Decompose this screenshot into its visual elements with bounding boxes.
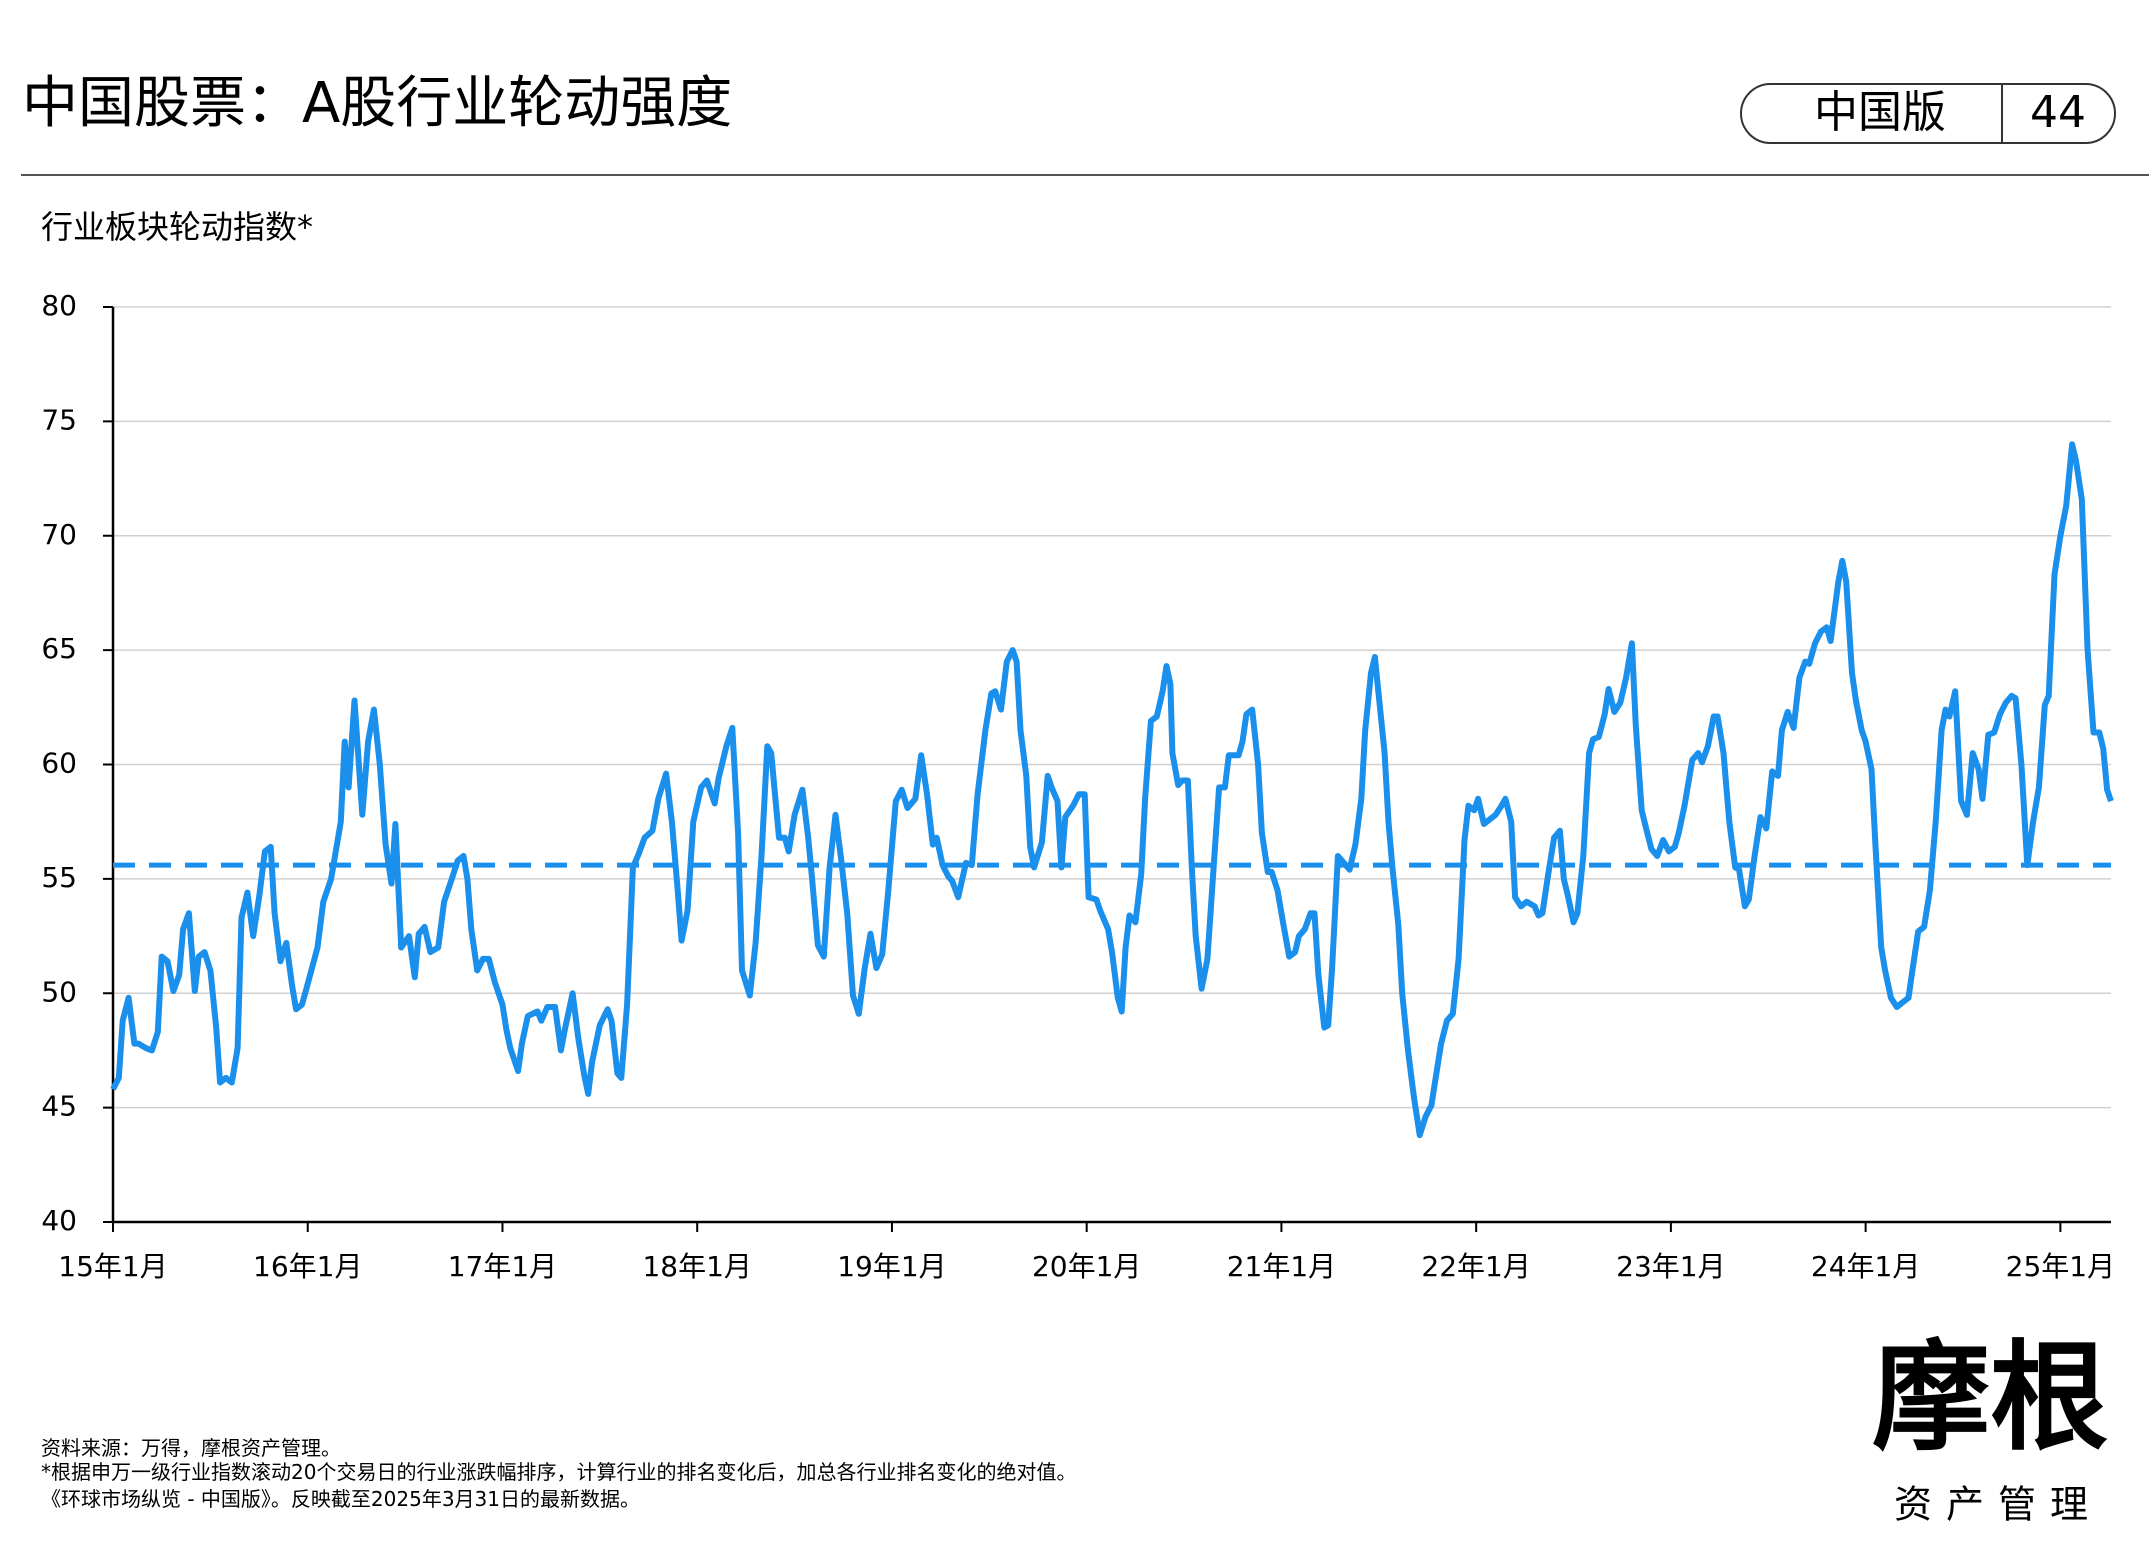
page-number: 44 [2030, 87, 2086, 138]
x-tick-label: 16年1月 [253, 1250, 362, 1283]
x-tick-label: 24年1月 [1811, 1250, 1920, 1283]
footnote: *根据申万一级行业指数滚动20个交易日的行业涨跌幅排序，计算行业的排名变化后，加… [41, 1460, 1076, 1484]
badge [1740, 83, 2116, 144]
page-title: 中国股票：A股行业轮动强度 [22, 71, 732, 136]
x-tick-label: 21年1月 [1227, 1250, 1336, 1283]
logo-sub: 资产管理 [1894, 1483, 2102, 1527]
x-tick-label: 15年1月 [58, 1250, 167, 1283]
x-tick-label: 18年1月 [642, 1250, 751, 1283]
x-tick-label: 22年1月 [1421, 1250, 1530, 1283]
x-tick-label: 25年1月 [2006, 1250, 2115, 1283]
edition: 中国版 [1814, 87, 1946, 138]
x-tick-label: 20年1月 [1032, 1250, 1141, 1283]
y-tick-label: 55 [41, 861, 77, 894]
x-tick-label: 19年1月 [837, 1250, 946, 1283]
footnote: 资料来源：万得，摩根资产管理。 [41, 1436, 341, 1460]
y-tick-label: 80 [41, 289, 77, 322]
y-tick-label: 75 [41, 403, 77, 436]
y-tick-label: 60 [41, 747, 77, 780]
y-tick-label: 50 [41, 975, 77, 1008]
y-tick-label: 65 [41, 632, 77, 665]
y-tick-label: 40 [41, 1204, 77, 1237]
data-line [110, 441, 2114, 1139]
x-tick-label: 17年1月 [448, 1250, 557, 1283]
y-tick-label: 45 [41, 1090, 77, 1123]
chart-subtitle: 行业板块轮动指数* [41, 208, 313, 246]
footnote: 《环球市场纵览 - 中国版》。反映截至2025年3月31日的最新数据。 [41, 1487, 640, 1511]
logo-name: 摩根 [1872, 1328, 2108, 1467]
x-tick-label: 23年1月 [1616, 1250, 1725, 1283]
y-tick-label: 70 [41, 518, 77, 551]
